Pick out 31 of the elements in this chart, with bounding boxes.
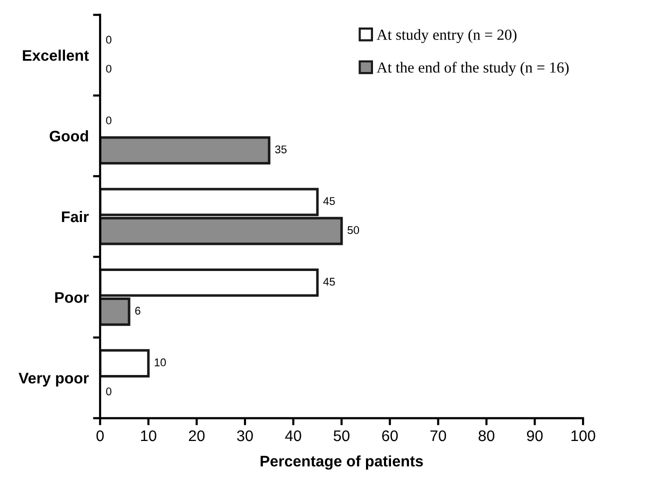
x-tick-label: 50: [334, 430, 350, 442]
data-label: 35: [275, 145, 287, 154]
y-tick-label: Poor: [55, 292, 89, 303]
x-tick-label: 90: [526, 430, 543, 442]
x-tick-label: 40: [285, 430, 302, 442]
x-tick-label: 70: [430, 430, 446, 442]
x-tick-label: 30: [237, 430, 253, 442]
data-label: 45: [323, 278, 335, 286]
legend-label: At the end of the study (n = 16): [376, 62, 569, 76]
data-label: 50: [348, 226, 360, 234]
y-tick-label: Fair: [62, 210, 89, 222]
data-label: 0: [106, 116, 112, 124]
data-label: 10: [154, 358, 166, 366]
y-tick-label: Excellent: [22, 50, 89, 61]
y-tick-label: Good: [50, 130, 88, 142]
data-label: 0: [106, 387, 112, 396]
data-label: 6: [135, 306, 140, 315]
x-tick-label: 60: [382, 430, 398, 442]
x-tick-label: 80: [478, 430, 494, 442]
data-label: 45: [323, 197, 335, 205]
bar: [100, 136, 270, 165]
legend-label: At study entry (n = 20): [376, 29, 516, 44]
x-tick-label: 10: [141, 430, 156, 442]
y-tick-label: Very poor: [18, 372, 89, 387]
x-axis-title: Percentage of patients: [260, 455, 423, 470]
data-label: 0: [106, 36, 112, 44]
x-tick-label: 0: [96, 430, 104, 442]
x-tick-label: 20: [188, 430, 205, 442]
data-label: 0: [106, 64, 112, 73]
bar: [100, 349, 150, 378]
x-tick-label: 100: [571, 430, 596, 442]
